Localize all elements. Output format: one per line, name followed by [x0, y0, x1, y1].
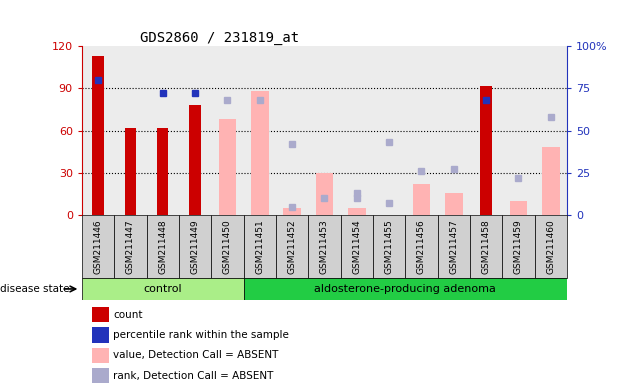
Text: GSM211452: GSM211452	[288, 219, 297, 274]
Bar	[348, 208, 365, 215]
Bar	[470, 46, 502, 215]
Bar	[125, 128, 136, 215]
FancyBboxPatch shape	[341, 215, 373, 278]
FancyBboxPatch shape	[82, 278, 244, 300]
Bar	[341, 46, 373, 215]
Bar	[413, 184, 430, 215]
Text: GSM211446: GSM211446	[94, 219, 103, 274]
Bar	[91, 348, 108, 363]
Text: GSM211453: GSM211453	[320, 219, 329, 274]
Text: GDS2860 / 231819_at: GDS2860 / 231819_at	[140, 31, 299, 45]
Bar	[114, 46, 147, 215]
Bar	[502, 46, 535, 215]
FancyBboxPatch shape	[438, 215, 470, 278]
Bar	[481, 86, 492, 215]
Text: disease state: disease state	[0, 284, 69, 294]
FancyBboxPatch shape	[276, 215, 308, 278]
Bar	[91, 328, 108, 343]
FancyBboxPatch shape	[179, 215, 211, 278]
FancyBboxPatch shape	[373, 215, 405, 278]
FancyBboxPatch shape	[405, 215, 438, 278]
Bar	[244, 46, 276, 215]
Text: GSM211450: GSM211450	[223, 219, 232, 274]
Bar	[445, 192, 462, 215]
Text: GSM211457: GSM211457	[449, 219, 458, 274]
FancyBboxPatch shape	[502, 215, 535, 278]
Text: GSM211451: GSM211451	[255, 219, 264, 274]
Bar	[190, 105, 201, 215]
Bar	[316, 173, 333, 215]
Bar	[251, 91, 268, 215]
Bar	[542, 147, 559, 215]
Bar	[91, 368, 108, 383]
Text: value, Detection Call = ABSENT: value, Detection Call = ABSENT	[113, 350, 279, 360]
FancyBboxPatch shape	[535, 215, 567, 278]
Text: GSM211447: GSM211447	[126, 219, 135, 274]
Bar	[373, 46, 405, 215]
Text: rank, Detection Call = ABSENT: rank, Detection Call = ABSENT	[113, 371, 274, 381]
Text: GSM211459: GSM211459	[514, 219, 523, 274]
Text: GSM211458: GSM211458	[482, 219, 491, 274]
FancyBboxPatch shape	[244, 278, 567, 300]
Bar	[284, 208, 301, 215]
Text: GSM211448: GSM211448	[158, 219, 167, 274]
Bar	[91, 307, 108, 322]
Text: percentile rank within the sample: percentile rank within the sample	[113, 330, 289, 340]
Bar	[211, 46, 244, 215]
Bar	[438, 46, 470, 215]
Bar	[219, 119, 236, 215]
Bar	[93, 56, 104, 215]
Bar	[147, 46, 179, 215]
Text: GSM211456: GSM211456	[417, 219, 426, 274]
Bar	[308, 46, 341, 215]
Text: aldosterone-producing adenoma: aldosterone-producing adenoma	[314, 284, 496, 294]
FancyBboxPatch shape	[114, 215, 147, 278]
Text: GSM211460: GSM211460	[546, 219, 555, 274]
Bar	[157, 128, 168, 215]
FancyBboxPatch shape	[82, 215, 114, 278]
FancyBboxPatch shape	[211, 215, 244, 278]
Bar	[510, 201, 527, 215]
Bar	[276, 46, 308, 215]
FancyBboxPatch shape	[470, 215, 502, 278]
Bar	[179, 46, 211, 215]
Bar	[535, 46, 567, 215]
Text: control: control	[144, 284, 182, 294]
FancyBboxPatch shape	[147, 215, 179, 278]
Bar	[405, 46, 438, 215]
Text: GSM211449: GSM211449	[191, 219, 200, 274]
Text: GSM211454: GSM211454	[352, 219, 361, 274]
Text: GSM211455: GSM211455	[385, 219, 394, 274]
FancyBboxPatch shape	[308, 215, 341, 278]
FancyBboxPatch shape	[244, 215, 276, 278]
Text: count: count	[113, 310, 143, 320]
Bar	[82, 46, 114, 215]
